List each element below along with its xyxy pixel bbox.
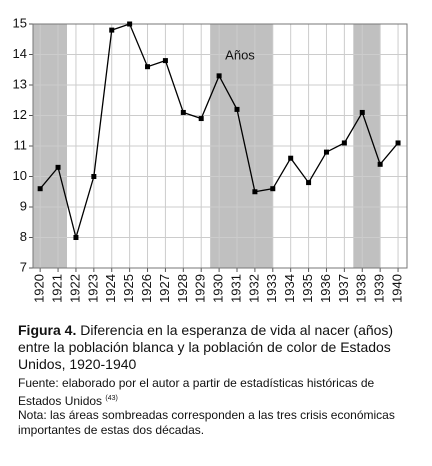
point xyxy=(216,73,222,79)
caption-source: Fuente: elaborado por el autor a partir … xyxy=(18,376,418,409)
point xyxy=(377,161,383,167)
caption-title: Figura 4. Diferencia en la esperanza de … xyxy=(18,322,418,373)
point xyxy=(288,155,294,161)
x-tick-label: 1922 xyxy=(67,274,82,303)
x-tick-label: 1934 xyxy=(282,274,297,303)
x-tick-label: 1930 xyxy=(211,274,226,303)
x-tick-label: 1927 xyxy=(157,274,172,303)
x-tick-label: 1940 xyxy=(389,274,404,303)
x-tick-label: 1937 xyxy=(336,274,351,303)
figure-title: Diferencia en la esperanza de vida al na… xyxy=(18,322,394,372)
x-tick-label: 1938 xyxy=(354,274,369,303)
x-tick-label: 1926 xyxy=(139,274,154,303)
x-tick-label: 1933 xyxy=(264,274,279,303)
point xyxy=(359,109,365,115)
point xyxy=(162,58,168,64)
plot-background xyxy=(33,23,407,269)
y-tick-label: 10 xyxy=(13,168,27,183)
caption-note: Nota: las áreas sombreadas corresponden … xyxy=(18,408,395,437)
figure-label: Figura 4. xyxy=(18,322,77,338)
point xyxy=(234,106,240,112)
point xyxy=(198,116,204,122)
point xyxy=(180,109,186,115)
y-tick-label: 8 xyxy=(20,229,27,244)
point xyxy=(395,140,401,146)
x-tick-label: 1939 xyxy=(372,274,387,303)
x-tick-label: 1932 xyxy=(246,274,261,303)
x-tick-label: 1923 xyxy=(85,274,100,303)
point xyxy=(109,27,115,33)
y-tick-label: 12 xyxy=(13,107,27,122)
point xyxy=(127,21,133,27)
point xyxy=(37,186,43,192)
plot-frame xyxy=(32,23,408,269)
x-tick-label: 1921 xyxy=(49,274,64,303)
y-tick-label: 15 xyxy=(13,15,27,30)
source: Fuente: elaborado por el autor a partir … xyxy=(18,376,375,408)
x-tick-label: 1935 xyxy=(300,274,315,303)
x-axis-label: Años xyxy=(225,47,255,62)
x-tick-label: 1924 xyxy=(103,274,118,303)
y-tick-label: 11 xyxy=(14,137,28,152)
y-tick-label: 7 xyxy=(20,259,27,274)
x-tick-label: 1936 xyxy=(318,274,333,303)
x-tick-label: 1925 xyxy=(121,274,136,303)
x-tick-label: 1920 xyxy=(32,274,47,303)
point xyxy=(306,180,312,186)
point xyxy=(323,149,329,155)
source-ref: (43) xyxy=(105,395,118,402)
x-tick-label: 1931 xyxy=(228,274,243,303)
point xyxy=(73,235,79,240)
point xyxy=(91,174,97,179)
point xyxy=(252,189,258,195)
point xyxy=(145,64,151,70)
chart: Años 7 8 9 10 11 12 13 14 15 1920 1921 1922 1923 1924… xyxy=(13,15,408,303)
y-tick-label: 14 xyxy=(13,46,27,61)
point xyxy=(55,164,61,170)
y-tick-label: 9 xyxy=(20,198,27,213)
x-tick-label: 1928 xyxy=(175,274,190,303)
point xyxy=(270,186,276,192)
point xyxy=(341,140,347,146)
x-tick-label: 1929 xyxy=(193,274,208,303)
y-tick-label: 13 xyxy=(13,76,27,91)
